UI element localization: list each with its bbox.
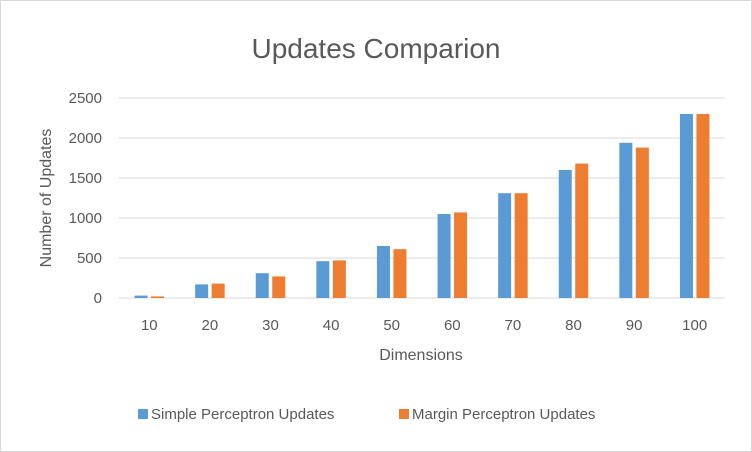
x-tick-label: 90 (626, 317, 643, 334)
x-tick-label: 10 (141, 317, 158, 334)
x-tick-label: 80 (565, 317, 582, 334)
x-tick-label: 30 (262, 317, 279, 334)
bar-margin-70 (514, 193, 528, 298)
bar-margin-30 (272, 276, 286, 298)
legend-label-margin: Margin Perceptron Updates (412, 406, 595, 423)
bars (134, 114, 710, 298)
x-tick-labels: 10 20 30 40 50 60 70 80 90 100 (141, 317, 707, 334)
y-tick-label: 2500 (69, 90, 102, 107)
y-tick-label: 500 (77, 250, 102, 267)
bar-simple-50 (376, 246, 390, 298)
x-tick-label: 60 (444, 317, 461, 334)
y-tick-label: 1500 (69, 170, 102, 187)
bar-margin-100 (696, 114, 710, 298)
legend-label-simple: Simple Perceptron Updates (151, 406, 334, 423)
chart-title: Updates Comparion (251, 33, 500, 64)
bar-margin-40 (332, 260, 346, 298)
bar-margin-50 (393, 249, 407, 298)
x-axis-title: Dimensions (379, 347, 463, 364)
bar-simple-80 (558, 170, 572, 298)
bar-margin-10 (151, 296, 165, 298)
x-tick-label: 20 (202, 317, 219, 334)
bar-simple-30 (255, 273, 269, 298)
y-tick-labels: 0 500 1000 1500 2000 2500 (69, 90, 102, 307)
bar-margin-80 (575, 163, 589, 298)
y-tick-label: 0 (94, 290, 102, 307)
bar-simple-20 (195, 284, 209, 298)
bar-simple-90 (619, 142, 633, 298)
y-tick-label: 1000 (69, 210, 102, 227)
y-tick-label: 2000 (69, 130, 102, 147)
bar-simple-10 (134, 295, 148, 298)
x-tick-label: 40 (323, 317, 340, 334)
x-tick-label: 50 (383, 317, 400, 334)
bar-simple-100 (679, 114, 693, 298)
bar-margin-60 (454, 212, 468, 298)
legend-swatch-margin (399, 409, 409, 419)
x-tick-label: 100 (682, 317, 707, 334)
legend-swatch-simple (138, 409, 148, 419)
bar-simple-40 (316, 261, 330, 298)
bar-simple-70 (498, 193, 512, 298)
bar-simple-60 (437, 214, 451, 298)
bar-margin-20 (211, 283, 225, 298)
gridlines (119, 97, 725, 299)
legend: Simple Perceptron Updates Margin Perceptr… (138, 406, 595, 423)
bar-margin-90 (635, 147, 649, 298)
y-axis-title: Number of Updates (38, 129, 55, 268)
x-tick-label: 70 (505, 317, 522, 334)
